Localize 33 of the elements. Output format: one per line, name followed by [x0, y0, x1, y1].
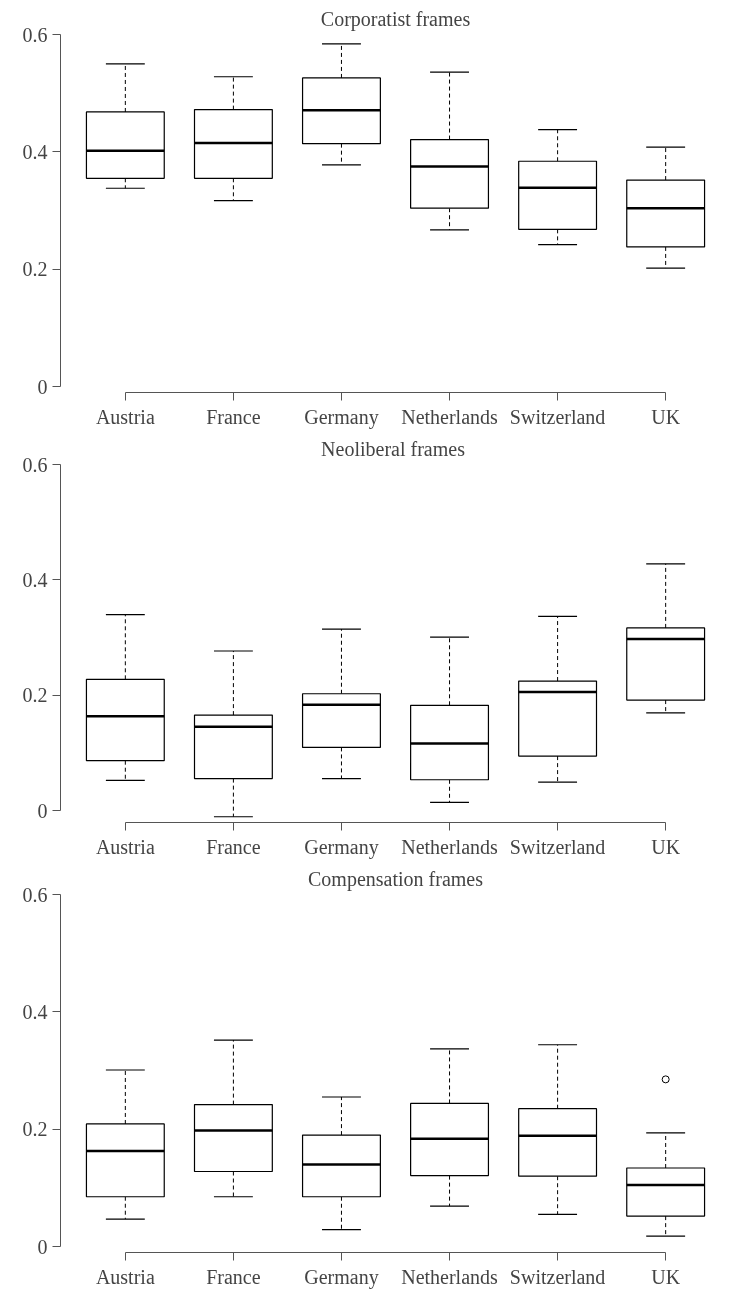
x-tick-label: Germany [304, 835, 379, 859]
x-tick-label: Netherlands [401, 1265, 499, 1288]
y-tick-label: 0.6 [22, 23, 48, 46]
x-tick-label: Switzerland [509, 1265, 606, 1288]
x-tick-label: UK [651, 835, 681, 858]
chart-title: Neoliberal frames [321, 437, 466, 460]
x-tick-label: Netherlands [401, 405, 499, 428]
y-tick-label: 0.4 [22, 1000, 48, 1023]
chart-title: Corporatist frames [320, 7, 471, 31]
y-tick-label: 0.4 [22, 140, 48, 163]
y-tick-label: 0.2 [22, 258, 48, 281]
y-tick-label: 0 [37, 799, 48, 822]
y-tick-label: 0.4 [22, 568, 48, 591]
x-tick-label: France [206, 835, 261, 858]
x-tick-label: Austria [95, 835, 155, 858]
x-tick-label: Switzerland [509, 835, 606, 858]
x-tick-label: Austria [95, 1265, 155, 1288]
y-tick-label: 0.2 [22, 684, 48, 707]
x-tick-label: France [206, 1265, 261, 1288]
y-tick-label: 0 [37, 375, 48, 398]
x-tick-label: UK [651, 1265, 681, 1288]
y-tick-label: 0 [37, 1235, 48, 1258]
x-tick-label: Germany [304, 405, 379, 429]
x-tick-label: Germany [304, 1265, 379, 1289]
x-tick-label: France [206, 405, 261, 428]
x-tick-label: Switzerland [509, 405, 606, 428]
y-tick-label: 0.6 [22, 453, 48, 476]
y-tick-label: 0.6 [22, 883, 48, 906]
y-tick-label: 0.2 [22, 1118, 48, 1141]
x-tick-label: UK [651, 405, 681, 428]
chart-title: Compensation frames [308, 867, 484, 891]
x-tick-label: Netherlands [401, 835, 499, 858]
x-tick-label: Austria [95, 405, 155, 428]
